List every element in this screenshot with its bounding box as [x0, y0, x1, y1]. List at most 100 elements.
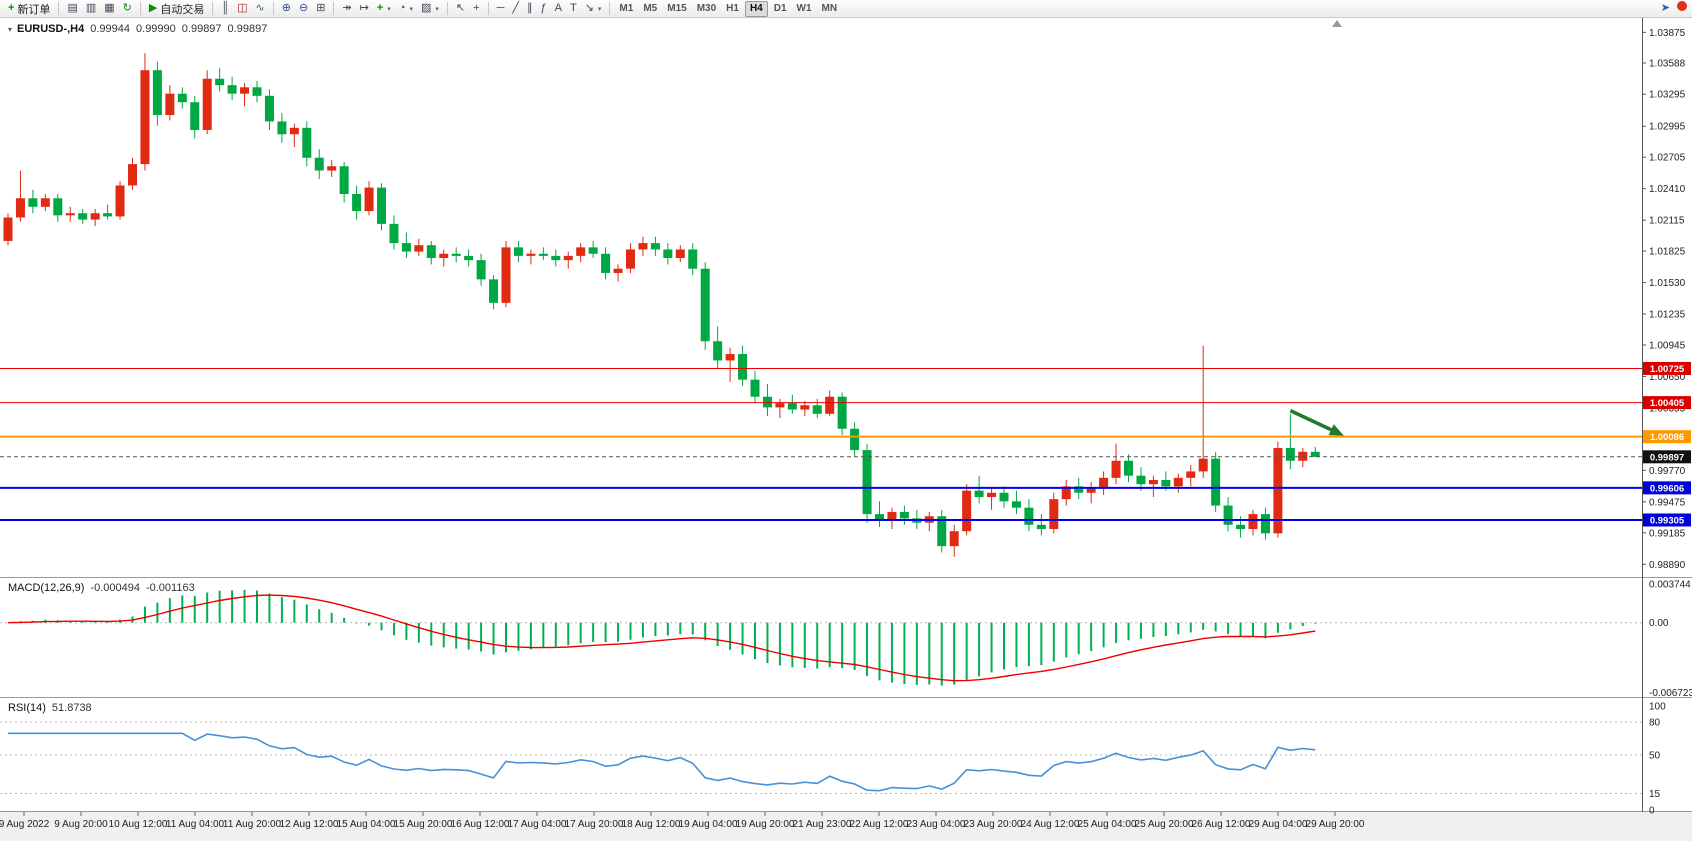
- price-tag-label: 0.99305: [1650, 515, 1685, 526]
- new-order-icon: +: [8, 2, 15, 14]
- autotrading-button[interactable]: ▶ 自动交易: [146, 1, 207, 17]
- price-axis-label: 1.02410: [1649, 184, 1686, 195]
- timeframe-m1-button[interactable]: M1: [615, 1, 637, 17]
- navigator-button[interactable]: ▦: [101, 1, 117, 17]
- candle-body: [601, 253, 611, 273]
- candle-body: [1310, 451, 1320, 457]
- equidistant-channel-button[interactable]: ∥: [524, 1, 536, 17]
- indicators-button[interactable]: + ▾: [374, 1, 394, 17]
- candle-body: [588, 247, 598, 254]
- candle-body: [264, 95, 274, 122]
- candle-body: [464, 255, 474, 261]
- timeframe-m5-button[interactable]: M5: [639, 1, 661, 17]
- candle-body: [688, 249, 698, 269]
- toolbar-separator: [272, 2, 274, 15]
- time-axis-strip[interactable]: [0, 812, 1692, 841]
- time-axis-label: 25 Aug 04:00: [1078, 819, 1137, 830]
- timeframe-d1-button[interactable]: D1: [770, 1, 791, 17]
- candle-body: [389, 223, 399, 244]
- timeframe-h4-button[interactable]: H4: [744, 0, 768, 17]
- candle-body: [451, 253, 461, 256]
- zoom-in-button[interactable]: ⊕: [279, 1, 294, 17]
- fibonacci-icon: ƒ: [540, 2, 547, 14]
- macd-axis-label: -0.006723: [1649, 688, 1692, 699]
- candle-body: [663, 249, 673, 259]
- rsi-axis-label: 15: [1649, 789, 1661, 800]
- zoom-out-button[interactable]: ⊖: [296, 1, 311, 17]
- chart-shift-button[interactable]: ↦: [357, 1, 372, 17]
- price-levels-layer: [0, 367, 1642, 521]
- indicator-add-icon: +: [376, 2, 384, 14]
- candle-body: [638, 243, 648, 250]
- rsi-axis-label: 0: [1649, 806, 1655, 817]
- text-t-icon: T: [569, 2, 577, 14]
- candle-body: [252, 87, 262, 96]
- candlestick-chart-button[interactable]: ◫: [234, 1, 250, 17]
- market-watch-icon: ▤: [67, 2, 78, 14]
- bar-chart-button[interactable]: ║: [218, 1, 232, 17]
- crosshair-button[interactable]: +: [470, 1, 482, 17]
- trendline-icon: ╱: [512, 2, 519, 14]
- trendline-button[interactable]: ╱: [509, 1, 522, 17]
- candle-body: [1086, 488, 1096, 493]
- price-axis-label: 0.99475: [1649, 497, 1686, 508]
- time-axis-label: 23 Aug 04:00: [907, 819, 966, 830]
- annotation-arrow[interactable]: [1289, 409, 1337, 434]
- scroll-end-marker[interactable]: [1332, 20, 1342, 27]
- arrows-button[interactable]: ↘ ▾: [582, 1, 605, 17]
- candle-body: [289, 127, 299, 135]
- new-order-button[interactable]: + 新订单: [5, 1, 53, 17]
- candle-body: [65, 213, 75, 216]
- timeframe-mn-button[interactable]: MN: [818, 1, 842, 17]
- fibonacci-button[interactable]: ƒ: [537, 1, 549, 17]
- candle-body: [152, 70, 162, 116]
- rsi-line: [8, 732, 1316, 792]
- indicator-axis-labels: 0.003744 0.00 -0.006723 100 80 50 15 0: [1649, 579, 1692, 816]
- refresh-icon: ↻: [122, 2, 132, 14]
- market-watch-button[interactable]: ▤: [64, 1, 80, 17]
- candle-body: [551, 255, 561, 261]
- templates-button[interactable]: ▨ ▾: [418, 1, 442, 17]
- periods-button[interactable]: ◔ ▾: [396, 1, 416, 17]
- candle-body: [1198, 458, 1208, 472]
- candle-body: [750, 379, 760, 397]
- refresh-button[interactable]: ↻: [120, 1, 135, 17]
- horizontal-line-icon: ─: [496, 2, 505, 14]
- timeframe-h4-button-label: H4: [749, 3, 763, 14]
- time-axis-label: 15 Aug 04:00: [337, 819, 396, 830]
- timeframe-w1-button[interactable]: W1: [793, 1, 816, 17]
- price-chart-canvas[interactable]: 1.03875 1.03588 1.03295 1.02995 1.02705 1.024…: [0, 18, 1692, 841]
- price-axis-label: 0.98890: [1649, 560, 1686, 571]
- tile-windows-button[interactable]: ⊞: [313, 1, 328, 17]
- time-axis-label: 9 Aug 2022: [0, 819, 50, 830]
- price-axis-label: 1.02115: [1649, 216, 1685, 227]
- time-axis-label: 22 Aug 12:00: [850, 819, 909, 830]
- candle-body: [962, 490, 972, 532]
- candle-body: [177, 93, 187, 103]
- horizontal-line-button[interactable]: ─: [494, 1, 508, 17]
- line-chart-button[interactable]: ∿: [253, 1, 268, 17]
- candle-body: [277, 121, 287, 135]
- price-axis-label: 1.03875: [1649, 28, 1686, 39]
- timeframe-m15-button-label: M15: [667, 3, 687, 14]
- candle-body: [576, 247, 586, 256]
- timeframe-h1-button[interactable]: H1: [722, 1, 743, 17]
- text-button[interactable]: A: [552, 1, 565, 17]
- candle-body: [78, 213, 88, 220]
- rsi-axis-label: 50: [1649, 751, 1661, 762]
- zoom-in-icon: ⊕: [281, 2, 291, 14]
- price-tag: 0.99606: [1643, 481, 1691, 495]
- auto-scroll-button[interactable]: ↠: [339, 1, 354, 17]
- timeframe-m15-button[interactable]: M15: [663, 1, 690, 17]
- time-axis[interactable]: 9 Aug 2022 9 Aug 20:00 10 Aug 12:0011 Aug …: [0, 812, 1365, 830]
- toolbar-separator: [333, 2, 335, 15]
- data-window-button[interactable]: ▥: [83, 1, 99, 17]
- time-axis-label: 11 Aug 20:00: [223, 819, 282, 830]
- time-axis-label: 24 Aug 12:00: [1021, 819, 1080, 830]
- candle-body: [140, 70, 150, 165]
- text-label-button[interactable]: T: [567, 1, 580, 17]
- alert-button[interactable]: [1677, 1, 1687, 14]
- pointer-tool-button[interactable]: ➤: [1660, 2, 1670, 14]
- timeframe-m30-button[interactable]: M30: [693, 1, 720, 17]
- cursor-button[interactable]: ↖: [453, 1, 468, 17]
